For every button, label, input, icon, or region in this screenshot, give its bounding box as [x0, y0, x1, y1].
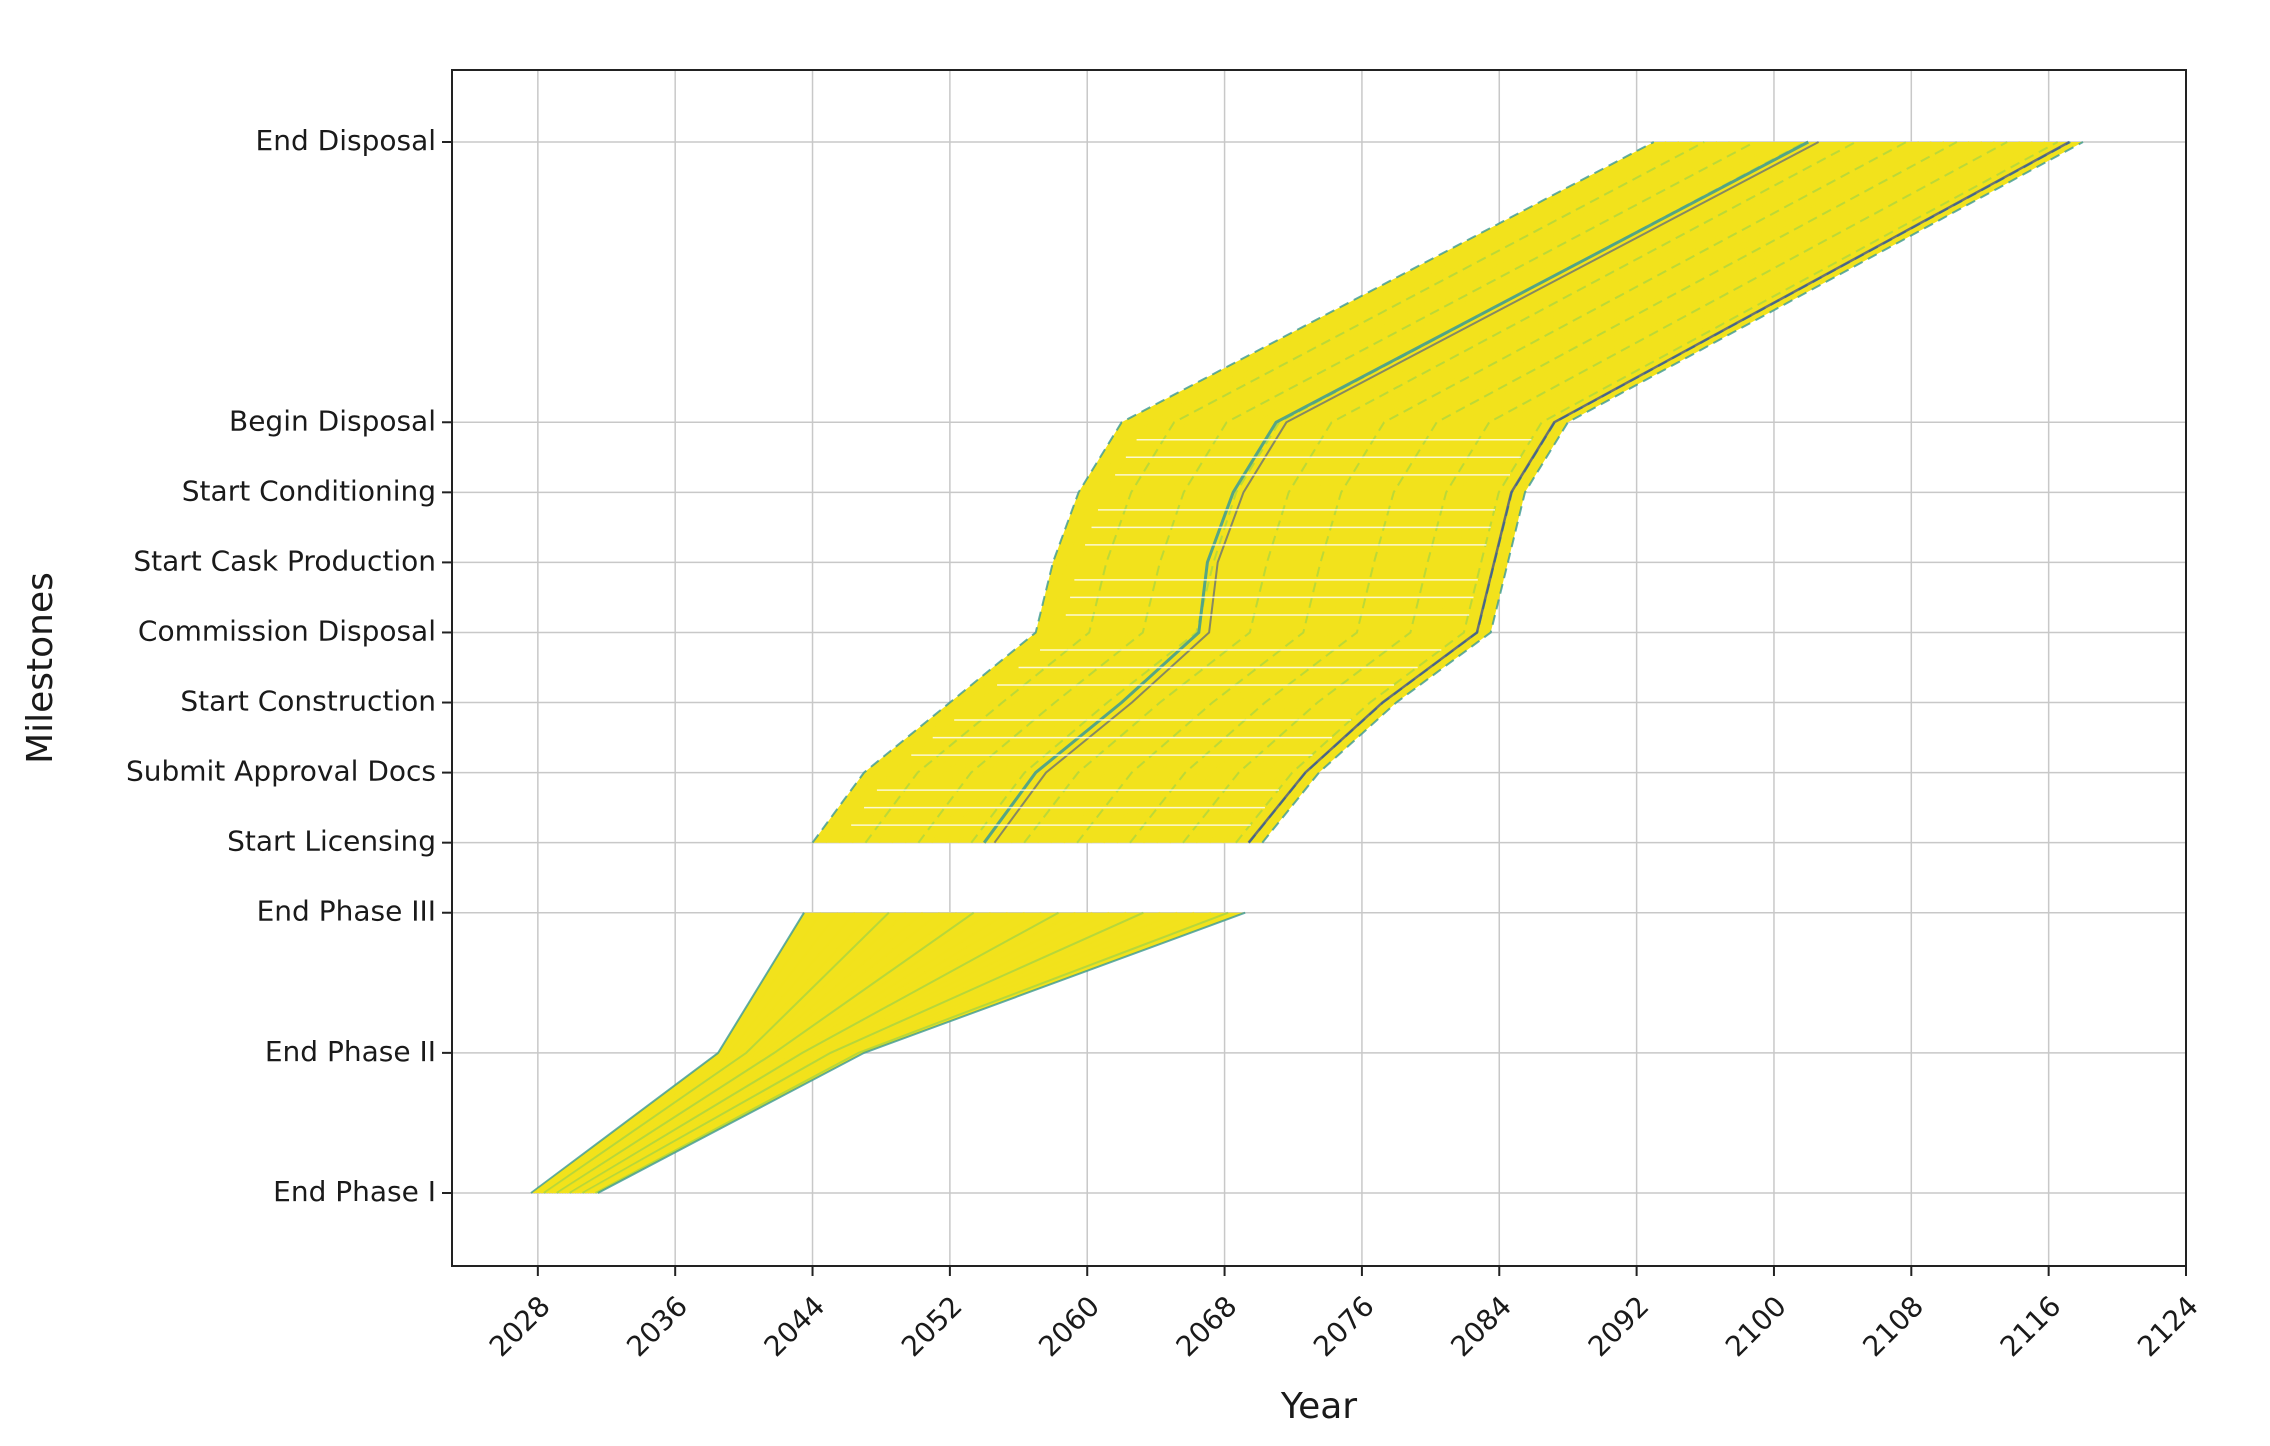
program-band: [811, 140, 2084, 844]
y-axis-title: Milestones: [20, 572, 61, 764]
phase-trace: [574, 911, 1093, 1194]
phase-trace: [538, 912, 856, 1194]
x-tick-label: 2124: [2131, 1289, 2205, 1363]
x-tick-label: 2068: [1170, 1289, 1244, 1363]
phase-trace: [553, 911, 958, 1194]
phase-trace: [579, 911, 1127, 1194]
x-tick-label: 2036: [620, 1289, 694, 1363]
phase-trace: [543, 911, 890, 1194]
phase-trace: [530, 912, 805, 1194]
y-tick-label: Start Conditioning: [182, 474, 436, 507]
y-tick-label: Commission Disposal: [138, 614, 436, 647]
phase-trace: [558, 911, 992, 1194]
program-late-edge-trace: [1247, 140, 2070, 844]
phase-trace: [561, 911, 1009, 1194]
x-tick-label: 2116: [1994, 1289, 2068, 1363]
phase-trace: [551, 911, 941, 1194]
y-ticks: End Phase I End Phase II End Phase III Star…: [126, 124, 452, 1208]
phase-trace: [582, 911, 1144, 1194]
phase-trace: [540, 912, 873, 1194]
x-tick-label: 2108: [1856, 1289, 1930, 1363]
x-tick-label: 2084: [1444, 1289, 1518, 1363]
y-tick-label: Start Cask Production: [133, 544, 436, 577]
phase-trace: [592, 911, 1212, 1194]
y-tick-label: End Phase I: [273, 1175, 436, 1208]
x-axis-title: Year: [1280, 1386, 1357, 1427]
phase-trace: [535, 912, 839, 1194]
phase-trace: [594, 911, 1229, 1194]
phase-trace: [532, 912, 822, 1194]
y-tick-label: Start Construction: [180, 685, 436, 718]
y-tick-label: End Disposal: [256, 124, 436, 157]
program-trace: [824, 141, 1667, 844]
y-tick-label: Start Licensing: [227, 825, 436, 858]
phase-trace: [589, 911, 1195, 1194]
phase-trace: [571, 911, 1076, 1194]
y-tick-label: End Phase II: [265, 1035, 436, 1068]
y-tick-label: Submit Approval Docs: [126, 755, 436, 788]
x-tick-label: 2052: [895, 1289, 969, 1363]
plot-frame: [451, 69, 2187, 1267]
phase-trace: [566, 911, 1042, 1194]
phase-trace: [545, 911, 907, 1194]
x-tick-label: 2092: [1582, 1289, 1656, 1363]
phase-trace: [597, 911, 1246, 1194]
phase-trace: [548, 911, 924, 1194]
y-tick-label: End Phase III: [257, 895, 436, 928]
phase-trace: [584, 911, 1161, 1194]
phase-trace: [569, 911, 1059, 1194]
x-tick-label: 2076: [1307, 1289, 1381, 1363]
x-tick-label: 2100: [1719, 1289, 1793, 1363]
x-tick-label: 2060: [1032, 1289, 1106, 1363]
phase-trace: [563, 911, 1026, 1194]
x-tick-label: 2028: [483, 1289, 557, 1363]
x-ticks: 2028 2036 2044 2052 2060 2068 2076 2084 2092 2100…: [483, 1266, 2205, 1363]
y-tick-label: Begin Disposal: [229, 404, 436, 437]
x-tick-label: 2044: [758, 1289, 832, 1363]
phase-trace: [556, 911, 975, 1194]
phase-trace: [576, 911, 1110, 1194]
phase-band: [530, 911, 1246, 1194]
program-trace: [811, 141, 1655, 844]
phase-trace: [587, 911, 1178, 1194]
